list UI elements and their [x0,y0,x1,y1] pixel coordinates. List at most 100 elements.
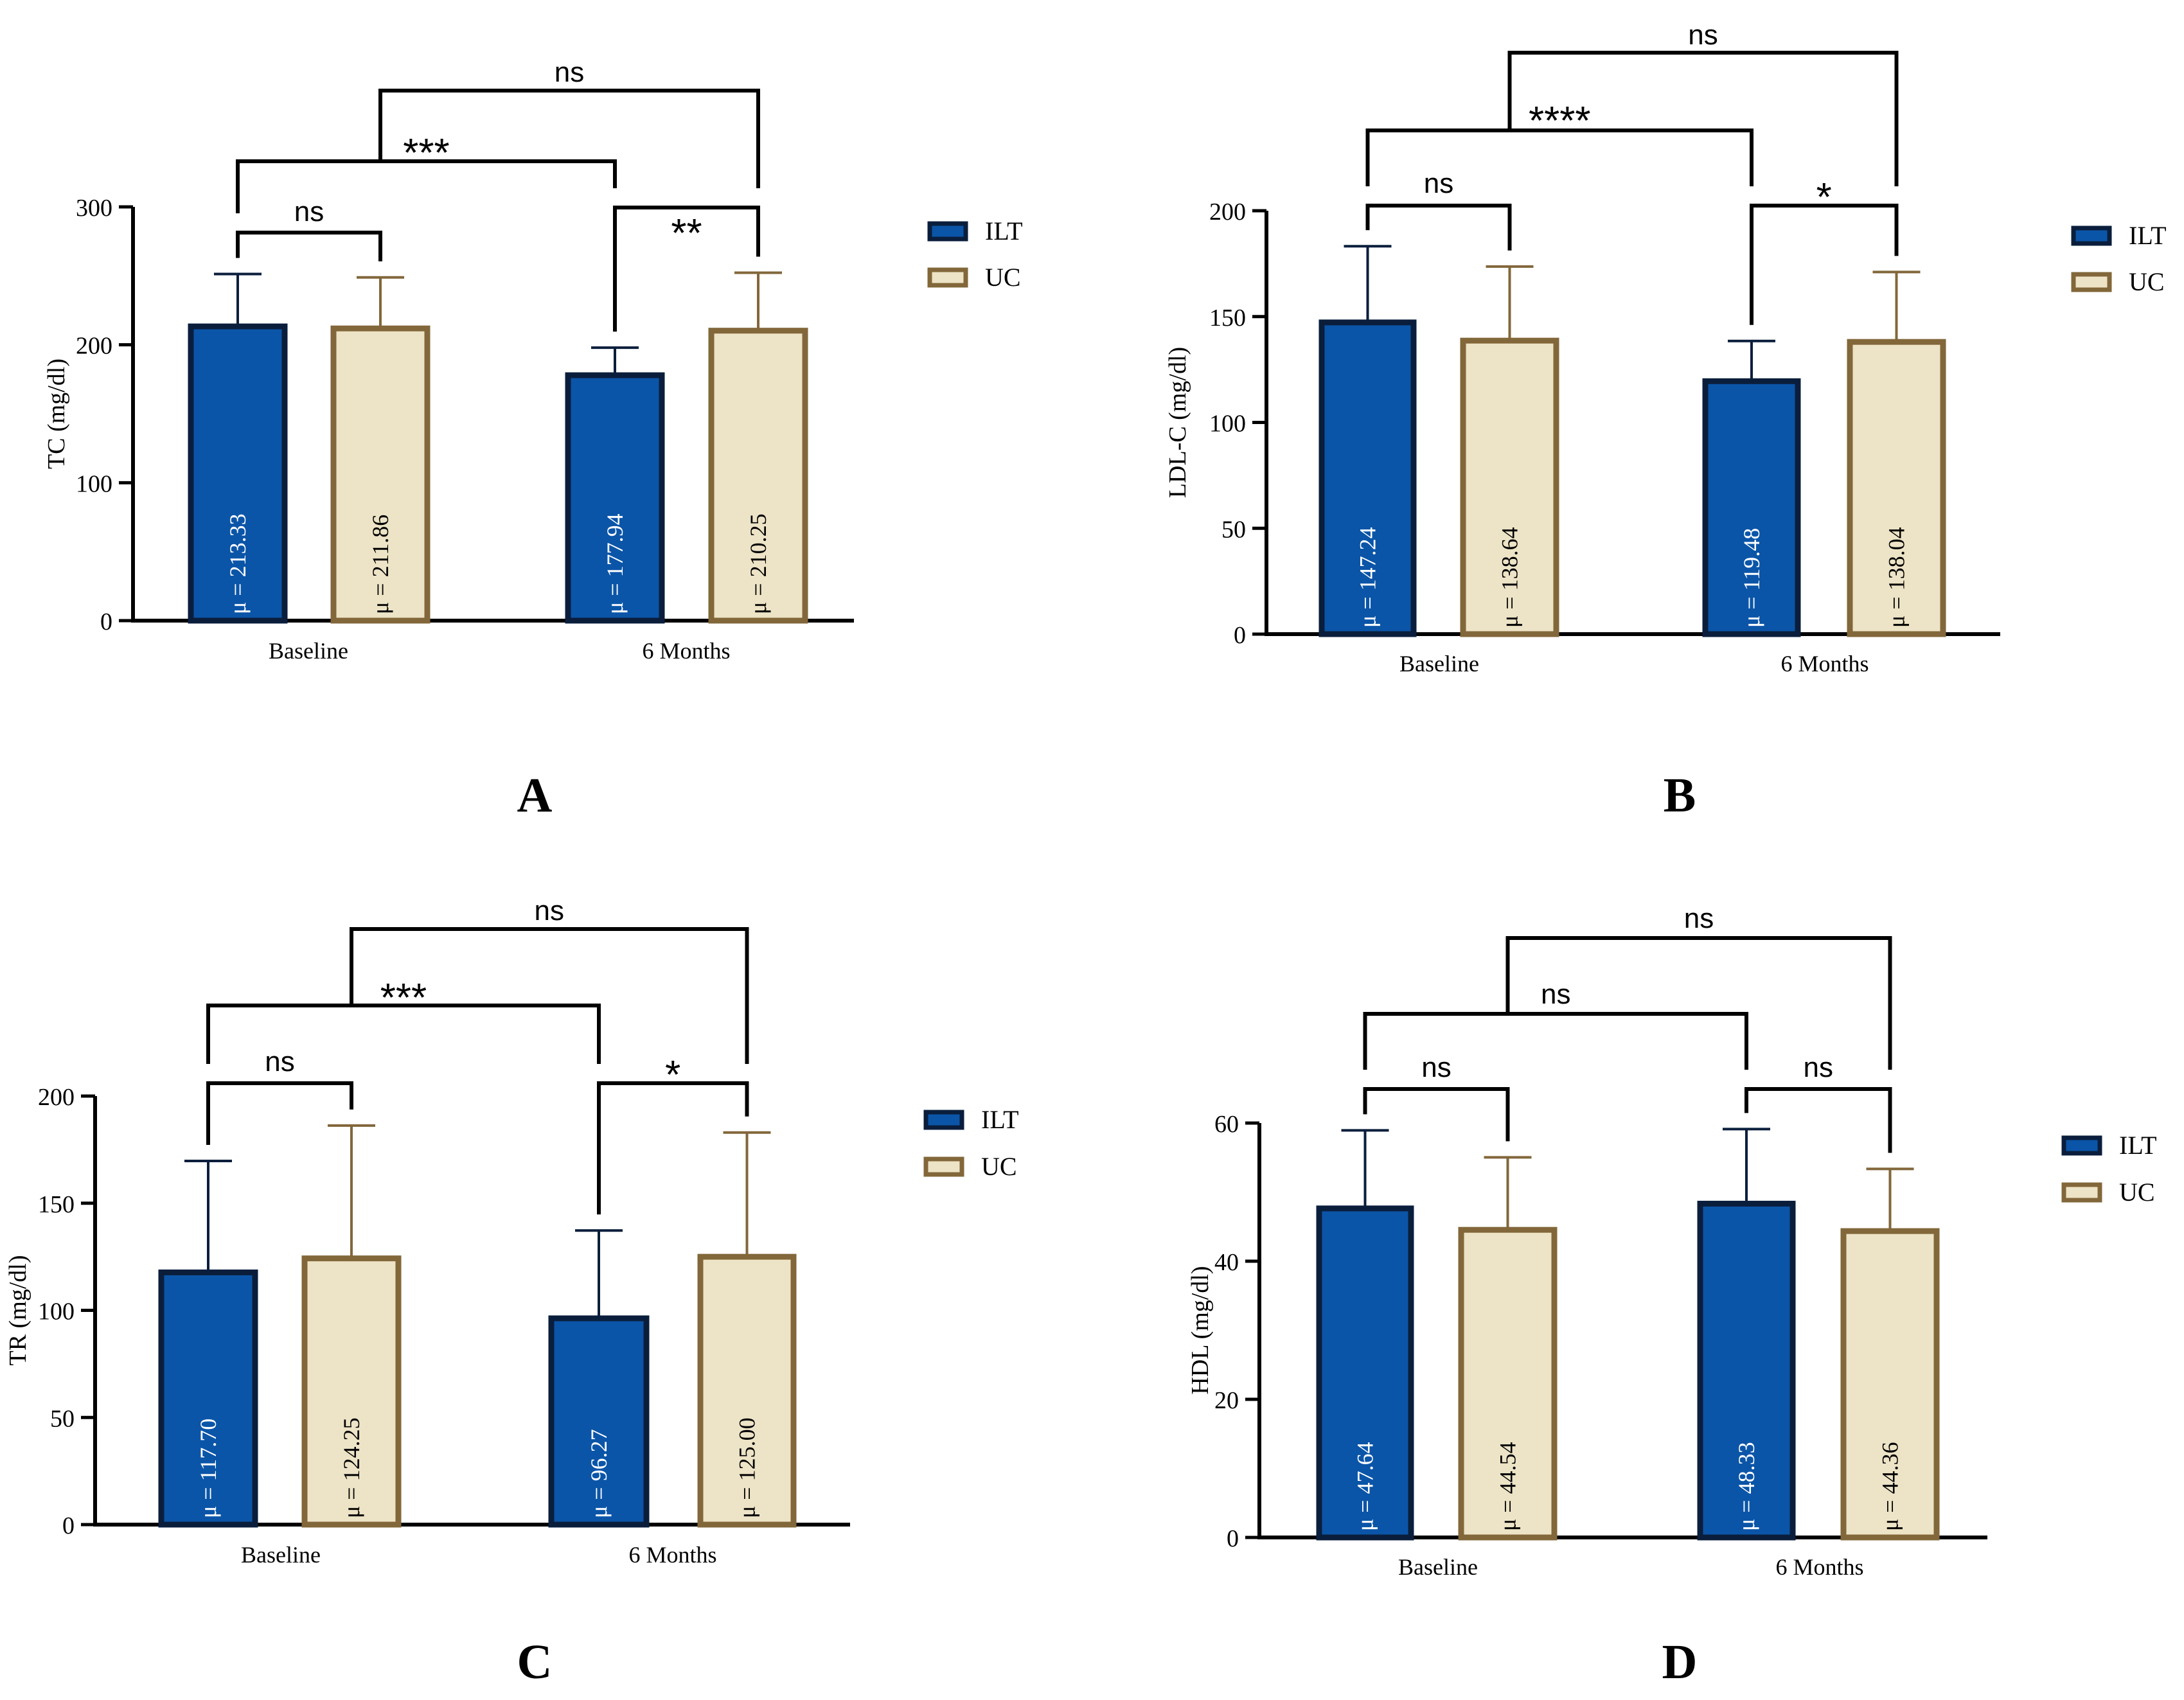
x-tick-label: Baseline [1399,651,1479,677]
y-axis-label: HDL (mg/dl) [1187,1266,1214,1394]
y-tick-label: 200 [38,1084,75,1111]
significance-bracket [613,206,760,332]
significance-label: *** [403,131,449,175]
significance-bracket [236,159,617,213]
significance-bracket [378,89,760,188]
bar-value-label: μ = 138.04 [1884,527,1910,628]
bar-value-label: μ = 47.64 [1353,1442,1378,1531]
chart-panel-c: 0 50 100 150 200 TR (mg/dl) Baseline 6 Months μ … [4,895,1019,1689]
bar-value-label: μ = 210.25 [745,513,771,614]
bar-ilt [565,372,665,624]
significance-label: ns [1421,1052,1451,1083]
significance-bracket [236,231,382,261]
legend-label: ILT [2119,1131,2157,1160]
legend-swatch-uc [923,1156,964,1177]
significance-label: ns [535,895,564,926]
significance-bracket [1507,51,1899,186]
x-tick-label: Baseline [241,1542,321,1568]
bar-ilt [1702,378,1801,637]
significance-bracket [1505,936,1892,1070]
bar-ilt [548,1315,650,1528]
significance-label: *** [380,976,427,1020]
significance-bracket [1745,1087,1892,1153]
significance-bracket [350,927,749,1064]
chart-panel-a: 0 100 200 300 TC (mg/dl) Baseline 6 Months μ = … [43,57,1023,822]
bar-value-label: μ = 138.64 [1497,527,1523,628]
bar-value-label: μ = 96.27 [586,1429,612,1518]
significance-bracket [1365,204,1512,251]
bar-ilt [188,323,288,624]
significance-bracket [206,1004,601,1064]
panel-label: C [517,1635,553,1689]
y-tick-label: 0 [100,608,112,635]
bar-value-label: μ = 147.24 [1355,527,1381,628]
y-tick-label: 0 [1227,1525,1239,1552]
y-tick-label: 0 [62,1512,75,1539]
legend-label: ILT [981,1105,1019,1134]
chart-panel-b: 0 50 100 150 200 LDL-C (mg/dl) Baseline 6 Month… [1164,19,2167,822]
significance-label: ns [1684,903,1714,934]
bar-uc [708,328,808,624]
legend-swatch-uc [2061,1182,2102,1203]
significance-label: * [1816,175,1832,220]
significance-label: ns [1424,168,1453,199]
bar-ilt [1316,1205,1414,1541]
panel-label: B [1664,768,1696,822]
y-tick-label: 20 [1214,1387,1239,1414]
y-tick-label: 40 [1214,1249,1239,1276]
y-tick-label: 100 [76,470,112,497]
bar-uc [697,1253,797,1528]
significance-label: ns [294,196,324,227]
significance-label: **** [1529,99,1591,143]
x-tick-label: Baseline [1398,1554,1478,1580]
panel-label: A [517,768,553,822]
significance-bracket [206,1081,353,1146]
bar-value-label: μ = 44.54 [1495,1442,1521,1531]
significance-label: ns [555,57,584,88]
bar-uc [1460,337,1559,637]
legend-label: UC [985,263,1021,292]
legend-label: UC [981,1152,1017,1181]
y-tick-label: 150 [38,1191,75,1218]
y-tick-label: 60 [1214,1111,1239,1138]
bar-value-label: μ = 213.33 [225,513,251,614]
bar-value-label: μ = 125.00 [734,1417,760,1518]
x-tick-label: Baseline [269,638,348,664]
panel-label: D [1662,1635,1698,1689]
bar-value-label: μ = 211.86 [368,515,393,614]
x-tick-label: 6 Months [1780,651,1869,677]
bar-value-label: μ = 124.25 [339,1417,364,1518]
significance-bracket [1363,1087,1510,1142]
y-axis-label: TR (mg/dl) [4,1255,31,1365]
legend-label: ILT [2129,221,2167,250]
significance-bracket [597,1081,749,1215]
x-tick-label: 6 Months [1775,1554,1863,1580]
y-tick-label: 100 [38,1298,75,1325]
legend-swatch-ilt [2061,1135,2102,1156]
bar-uc [330,325,431,624]
x-tick-label: 6 Months [642,638,730,664]
significance-label: ns [265,1046,294,1077]
y-tick-label: 300 [76,195,112,222]
legend-swatch-ilt [923,1110,964,1130]
significance-bracket [1750,204,1899,325]
significance-label: ns [1804,1052,1833,1083]
bar-value-label: μ = 177.94 [602,513,628,614]
y-tick-label: 50 [50,1405,75,1432]
y-tick-label: 200 [76,333,112,360]
legend-label: UC [2119,1178,2155,1207]
y-tick-label: 50 [1221,516,1246,543]
bar-ilt [1318,319,1417,637]
legend-swatch-uc [927,267,968,288]
legend-label: ILT [985,217,1023,245]
y-axis-label: TC (mg/dl) [43,359,70,469]
legend-label: UC [2129,267,2165,296]
bar-uc [301,1255,402,1528]
significance-bracket [1363,1012,1748,1070]
bar-value-label: μ = 48.33 [1734,1442,1759,1531]
y-tick-label: 200 [1209,199,1246,226]
significance-bracket [1365,128,1753,186]
y-tick-label: 150 [1209,305,1246,332]
y-axis-label: LDL-C (mg/dl) [1164,347,1191,498]
